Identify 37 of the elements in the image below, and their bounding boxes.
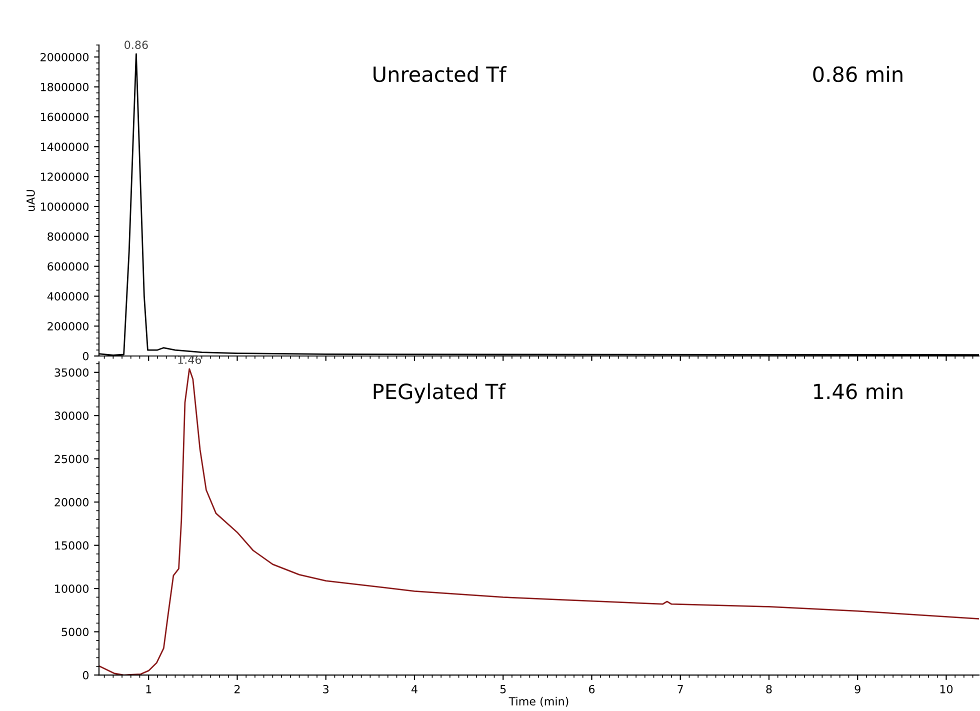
y-tick-label: 0 <box>82 352 89 360</box>
y-tick-label: 200000 <box>48 322 89 330</box>
x-tick-label: 4 <box>411 685 418 694</box>
x-tick-label: 1 <box>146 685 152 694</box>
x-tick-label: 9 <box>854 684 860 694</box>
y-tick-label: 0 <box>82 671 89 680</box>
y-axis-title: uAU <box>26 190 35 211</box>
annotation: 0.86 min <box>813 66 902 82</box>
y-tick-label: 35000 <box>54 368 89 377</box>
y-tick-label: 5000 <box>62 628 89 636</box>
y-tick-label: 25000 <box>54 454 89 464</box>
x-tick-label: 5 <box>500 685 506 694</box>
y-tick-label: 10000 <box>55 584 89 593</box>
y-tick-label: 1200000 <box>40 172 89 181</box>
y-tick-label: 1600000 <box>40 112 89 122</box>
y-tick-label: 2000000 <box>40 52 89 62</box>
annotation: Unreacted Tf <box>374 66 507 82</box>
y-tick-label: 1800000 <box>40 82 89 92</box>
x-axis-title: Time (min) <box>508 696 568 707</box>
y-tick-label: 1000000 <box>40 202 89 211</box>
annotation: 1.46 <box>178 356 202 364</box>
x-tick-label: 10 <box>940 684 953 694</box>
y-tick-label: 30000 <box>54 412 89 420</box>
y-tick-label: 20000 <box>54 498 89 506</box>
annotation: PEGylated Tf <box>374 383 506 404</box>
y-tick-label: 400000 <box>47 292 89 301</box>
x-tick-label: 8 <box>766 684 772 694</box>
y-tick-label: 600000 <box>48 262 89 271</box>
annotation: 0.86 <box>124 40 148 50</box>
x-tick-label: 3 <box>323 684 329 694</box>
x-tick-label: 6 <box>588 684 595 694</box>
y-tick-label: 15000 <box>55 541 89 550</box>
y-tick-label: 1400000 <box>40 142 89 152</box>
y-tick-label: 800000 <box>48 232 89 241</box>
annotation: 1.46 min <box>814 383 902 400</box>
x-tick-label: 7 <box>678 685 683 694</box>
x-tick-label: 2 <box>234 684 240 694</box>
